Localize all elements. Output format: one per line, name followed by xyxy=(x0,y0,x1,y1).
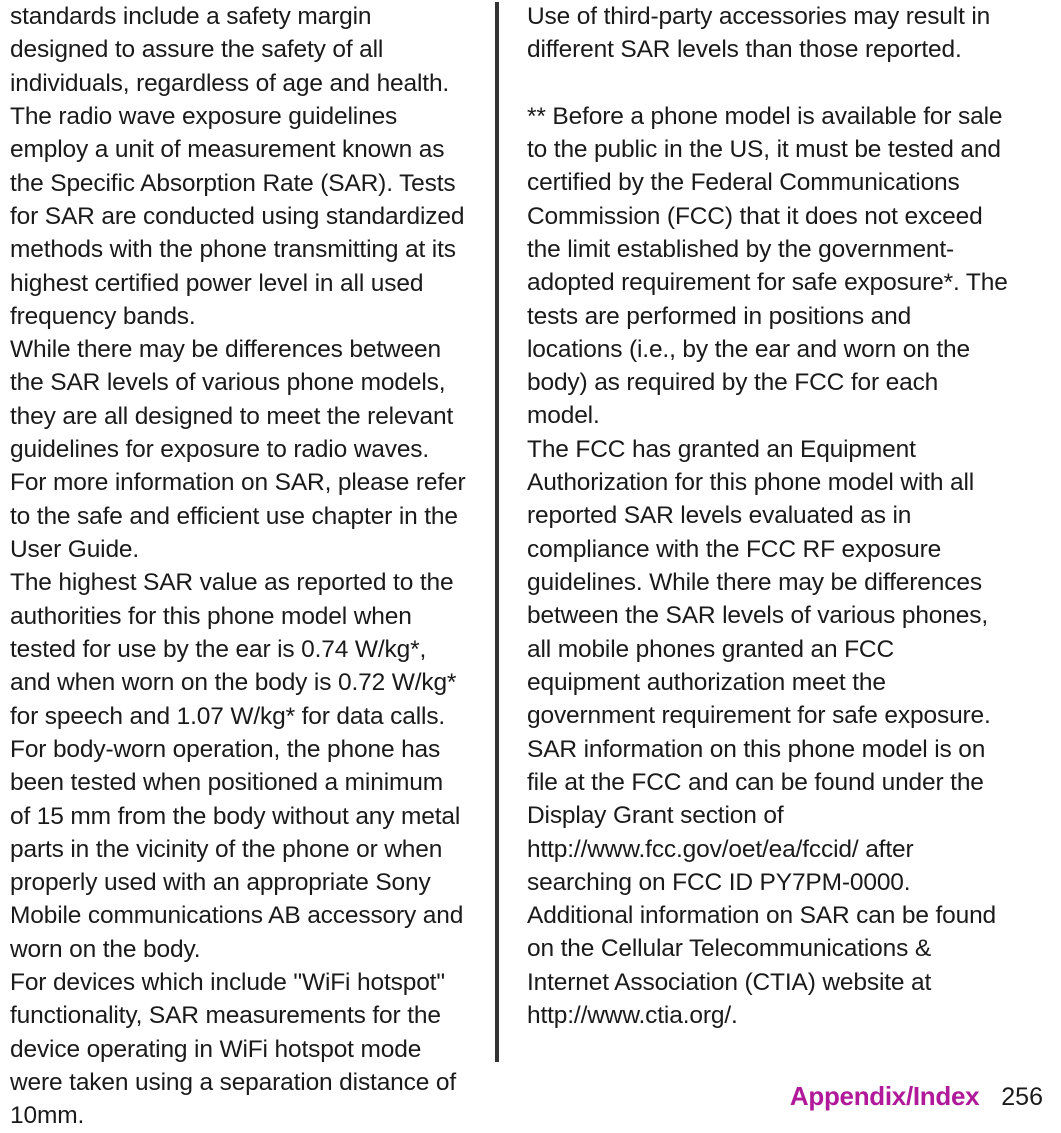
left-column: standards include a safety margin design… xyxy=(0,0,495,1060)
two-column-layout: standards include a safety margin design… xyxy=(0,0,1061,1060)
body-paragraph-left: standards include a safety margin design… xyxy=(10,0,467,1133)
body-paragraph-right-1: Use of third-party accessories may resul… xyxy=(527,0,1009,67)
section-label: Appendix/Index xyxy=(790,1081,979,1112)
paragraph-gap xyxy=(527,67,1009,100)
body-paragraph-right-2: ** Before a phone model is available for… xyxy=(527,100,1009,1033)
right-column: Use of third-party accessories may resul… xyxy=(499,0,1019,1060)
page-footer: Appendix/Index 256 xyxy=(790,1081,1043,1112)
page-number: 256 xyxy=(1001,1083,1043,1112)
